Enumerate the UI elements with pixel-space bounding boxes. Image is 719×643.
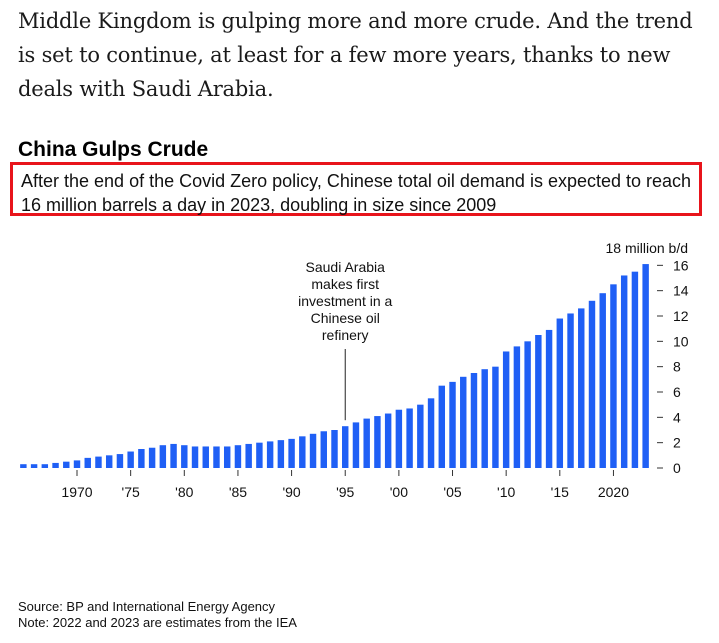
- bar-1979: [170, 443, 177, 468]
- x-tick-label-1980: '80: [175, 484, 193, 500]
- source-note: Source: BP and International Energy Agen…: [18, 599, 276, 614]
- article-paragraph: Middle Kingdom is gulping more and more …: [18, 9, 693, 101]
- bar-2002: [417, 404, 424, 468]
- bar-1973: [105, 455, 113, 468]
- annotation-line-5: refinery: [322, 327, 369, 343]
- bar-2013: [535, 335, 542, 468]
- bar-2021: [620, 275, 628, 468]
- x-tick-label-2010: '10: [497, 484, 515, 500]
- bar-2000: [395, 409, 403, 468]
- y-tick-label-2: 2: [673, 435, 681, 451]
- chart-title: China Gulps Crude: [18, 138, 209, 161]
- bar-2009: [492, 366, 499, 468]
- y-tick-label-12: 12: [673, 308, 689, 324]
- y-tick-label-4: 4: [673, 409, 681, 425]
- bar-2007: [470, 373, 478, 468]
- bar-1998: [374, 416, 381, 468]
- bar-2015: [556, 318, 564, 468]
- bar-1978: [159, 445, 167, 468]
- bar-1989: [277, 440, 285, 468]
- y-tick-label-16: 16: [673, 257, 689, 273]
- bar-1994: [331, 430, 338, 468]
- y-unit-label: 18 million b/d: [606, 240, 689, 256]
- y-tick-label-0: 0: [673, 460, 681, 476]
- bar-2005: [449, 381, 456, 468]
- bar-1983: [213, 446, 220, 468]
- bar-2022: [631, 271, 639, 468]
- bar-1997: [363, 418, 370, 468]
- annotation-line-4: Chinese oil: [311, 310, 380, 326]
- bar-2010: [502, 351, 510, 468]
- y-tick-label-14: 14: [673, 283, 689, 299]
- bar-1975: [127, 451, 134, 468]
- bar-1971: [84, 457, 91, 468]
- bar-1999: [384, 413, 392, 468]
- bar-2016: [567, 313, 574, 468]
- subtitle-highlight-box: After the end of the Covid Zero policy, …: [10, 162, 702, 216]
- bar-2006: [460, 376, 467, 468]
- bar-1987: [256, 442, 263, 468]
- y-tick-label-6: 6: [673, 384, 681, 400]
- bar-2023: [642, 264, 649, 468]
- bar-2018: [588, 300, 596, 468]
- bar-1985: [234, 445, 242, 468]
- x-tick-label-2000: '00: [390, 484, 408, 500]
- bar-1974: [116, 454, 124, 468]
- bar-1993: [320, 431, 327, 468]
- bar-1965: [20, 464, 27, 468]
- bar-1970: [73, 460, 81, 468]
- bar-2001: [406, 408, 413, 468]
- annotation-line-3: investment in a: [298, 293, 392, 309]
- bar-2020: [610, 284, 617, 468]
- bar-1992: [309, 433, 317, 468]
- bar-2008: [481, 369, 488, 468]
- x-tick-label-1995: '95: [336, 484, 354, 500]
- bar-2014: [545, 329, 553, 468]
- footnotes: Source: BP and International Energy Agen…: [18, 599, 297, 631]
- bar-1969: [63, 461, 70, 468]
- bar-1968: [52, 462, 59, 468]
- bar-1977: [148, 447, 156, 468]
- bar-1996: [352, 422, 360, 468]
- bar-2011: [513, 346, 521, 468]
- bar-1988: [266, 441, 274, 468]
- bar-2012: [524, 341, 531, 468]
- bar-1980: [181, 445, 188, 468]
- x-tick-label-1970: 1970: [61, 484, 92, 500]
- bar-1981: [191, 446, 199, 468]
- x-tick-label-1975: '75: [122, 484, 140, 500]
- bar-1990: [288, 438, 295, 468]
- annotation-line-1: Saudi Arabia: [306, 259, 386, 275]
- x-tick-label-2020: 2020: [598, 484, 629, 500]
- annotation-line-2: makes first: [311, 276, 379, 292]
- x-tick-label-1990: '90: [282, 484, 300, 500]
- bar-1984: [223, 446, 231, 468]
- bar-1991: [299, 436, 306, 468]
- bar-1995: [342, 426, 349, 468]
- bar-1986: [245, 443, 252, 468]
- bar-2017: [578, 308, 585, 468]
- bar-1972: [95, 456, 102, 468]
- x-tick-label-2015: '15: [551, 484, 569, 500]
- bar-1966: [30, 464, 38, 468]
- estimate-note: Note: 2022 and 2023 are estimates from t…: [18, 615, 297, 630]
- y-tick-label-10: 10: [673, 333, 689, 349]
- y-tick-label-8: 8: [673, 359, 681, 375]
- bar-2019: [599, 293, 606, 468]
- bar-1976: [138, 449, 145, 468]
- bar-1967: [41, 464, 49, 468]
- x-tick-label-1985: '85: [229, 484, 247, 500]
- x-tick-label-2005: '05: [443, 484, 461, 500]
- bar-2004: [438, 385, 446, 468]
- bar-2003: [427, 398, 435, 468]
- chart-subtitle: After the end of the Covid Zero policy, …: [21, 171, 692, 215]
- bar-1982: [202, 446, 209, 468]
